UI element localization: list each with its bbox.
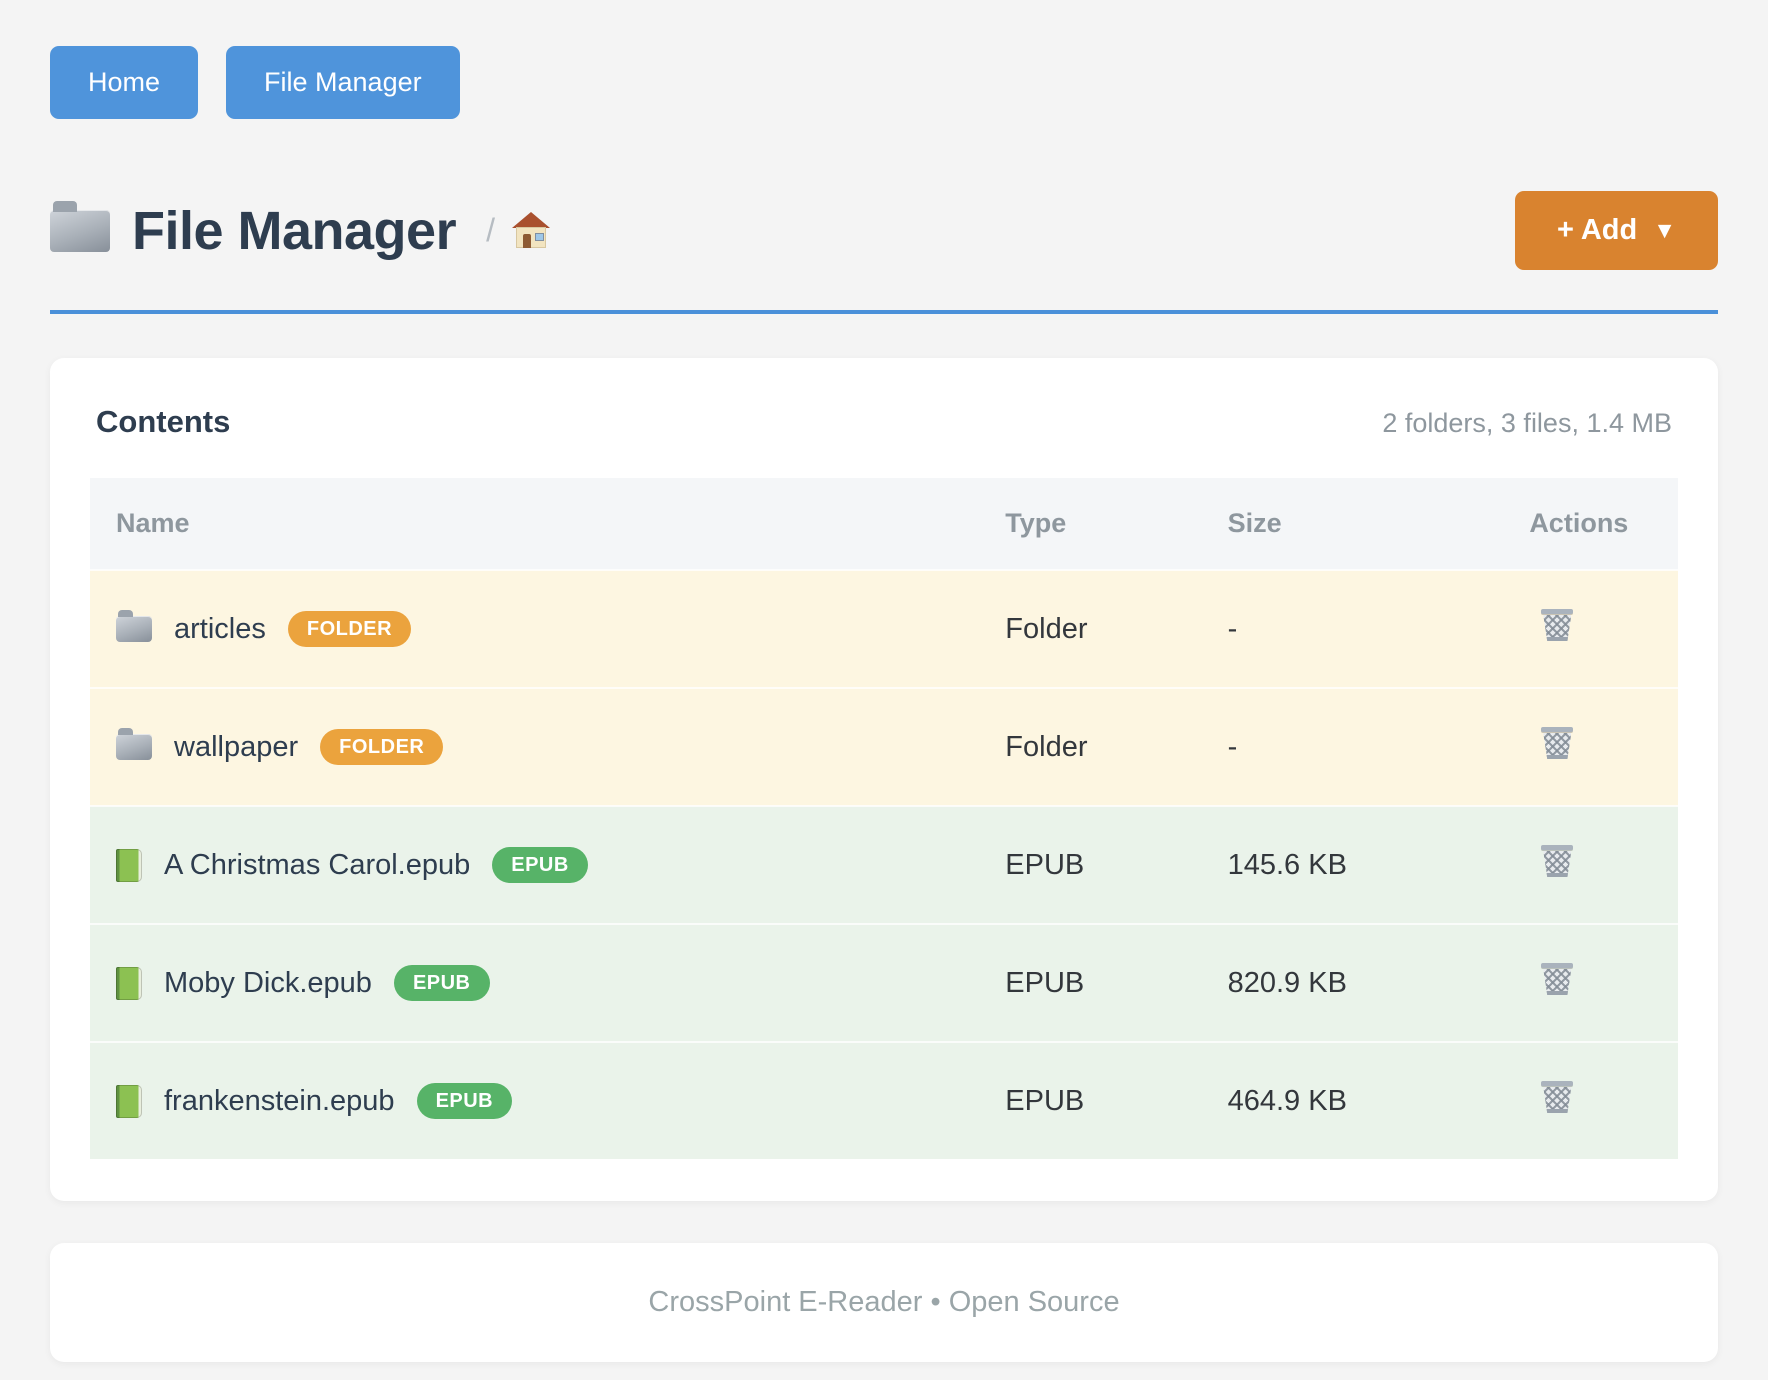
top-nav: Home File Manager: [50, 46, 1718, 119]
trash-lid: [1541, 963, 1574, 968]
size-cell: 464.9 KB: [1227, 1084, 1347, 1117]
type-cell: EPUB: [1005, 848, 1085, 881]
title-wrap: File Manager /: [50, 200, 551, 262]
contents-stats: 2 folders, 3 files, 1.4 MB: [1382, 408, 1672, 438]
file-name[interactable]: articles: [174, 612, 266, 645]
file-name[interactable]: Moby Dick.epub: [164, 966, 372, 999]
type-badge: EPUB: [393, 965, 490, 1001]
type-cell: EPUB: [1005, 1084, 1085, 1117]
breadcrumb-separator: /: [486, 212, 495, 248]
delete-button[interactable]: [1541, 961, 1574, 1000]
book-icon: [116, 966, 142, 1000]
size-cell: -: [1227, 730, 1238, 763]
trash-bin: [1543, 733, 1572, 759]
type-cell: EPUB: [1005, 966, 1085, 999]
book-icon: [116, 848, 142, 882]
card-title: Contents: [96, 404, 231, 439]
trash-lid: [1541, 1081, 1574, 1086]
trash-lid: [1541, 727, 1574, 732]
file-name[interactable]: wallpaper: [174, 730, 299, 763]
caret-down-icon: ▼: [1653, 217, 1676, 243]
table-row[interactable]: wallpaper FOLDER Folder -: [90, 688, 1678, 806]
table-header: Name Type Size Actions: [90, 478, 1678, 570]
delete-button[interactable]: [1541, 725, 1574, 764]
page-header: File Manager / + Add ▼: [50, 191, 1718, 270]
delete-button[interactable]: [1541, 843, 1574, 882]
add-button[interactable]: + Add ▼: [1514, 191, 1718, 270]
house-icon[interactable]: [511, 211, 551, 250]
size-cell: 820.9 KB: [1227, 966, 1347, 999]
type-badge: FOLDER: [320, 729, 444, 765]
house-window: [534, 232, 544, 241]
type-cell: Folder: [1005, 730, 1088, 763]
trash-bin: [1543, 969, 1572, 995]
folder-icon: [50, 200, 110, 252]
contents-card: Contents 2 folders, 3 files, 1.4 MB Name…: [50, 358, 1718, 1201]
delete-button[interactable]: [1541, 1079, 1574, 1118]
table-row[interactable]: articles FOLDER Folder -: [90, 570, 1678, 688]
trash-icon: [1541, 725, 1574, 761]
delete-button[interactable]: [1541, 607, 1574, 646]
trash-icon: [1541, 607, 1574, 643]
nav-button-file-manager[interactable]: File Manager: [226, 46, 460, 119]
size-cell: -: [1227, 612, 1238, 645]
add-button-label: + Add: [1556, 214, 1638, 246]
house-door: [522, 233, 531, 248]
table-row[interactable]: frankenstein.epub EPUB EPUB 464.9 KB: [90, 1042, 1678, 1159]
table-row[interactable]: Moby Dick.epub EPUB EPUB 820.9 KB: [90, 924, 1678, 1042]
type-badge: FOLDER: [287, 611, 412, 647]
col-header-size: Size: [1227, 508, 1282, 538]
trash-bin: [1543, 1087, 1572, 1113]
footer: CrossPoint E-Reader • Open Source: [50, 1243, 1718, 1362]
trash-lid: [1541, 609, 1574, 614]
col-header-name: Name: [116, 508, 190, 538]
size-cell: 145.6 KB: [1227, 848, 1347, 881]
file-name[interactable]: A Christmas Carol.epub: [164, 848, 471, 881]
trash-icon: [1541, 843, 1574, 879]
trash-bin: [1543, 615, 1572, 641]
type-cell: Folder: [1005, 612, 1088, 645]
book-icon: [116, 1084, 142, 1118]
trash-lid: [1541, 845, 1574, 850]
card-header: Contents 2 folders, 3 files, 1.4 MB: [90, 404, 1678, 440]
header-divider: [50, 310, 1718, 314]
trash-bin: [1543, 851, 1572, 877]
folder-icon: [116, 728, 152, 760]
house-roof: [511, 211, 550, 228]
trash-icon: [1541, 1079, 1574, 1115]
trash-icon: [1541, 961, 1574, 997]
files-table: Name Type Size Actions articles FOLDER F…: [90, 478, 1678, 1159]
type-badge: EPUB: [416, 1083, 513, 1119]
type-badge: EPUB: [492, 847, 588, 883]
col-header-actions: Actions: [1529, 508, 1629, 538]
table-body: articles FOLDER Folder - wallpaper FOLDE…: [90, 570, 1678, 1159]
col-header-type: Type: [1005, 508, 1067, 538]
footer-text: CrossPoint E-Reader • Open Source: [648, 1286, 1120, 1318]
folder-icon: [116, 610, 152, 642]
nav-button-home[interactable]: Home: [50, 46, 199, 119]
page-title: File Manager: [132, 200, 457, 261]
table-row[interactable]: A Christmas Carol.epub EPUB EPUB 145.6 K…: [90, 806, 1678, 924]
file-name[interactable]: frankenstein.epub: [164, 1084, 395, 1117]
